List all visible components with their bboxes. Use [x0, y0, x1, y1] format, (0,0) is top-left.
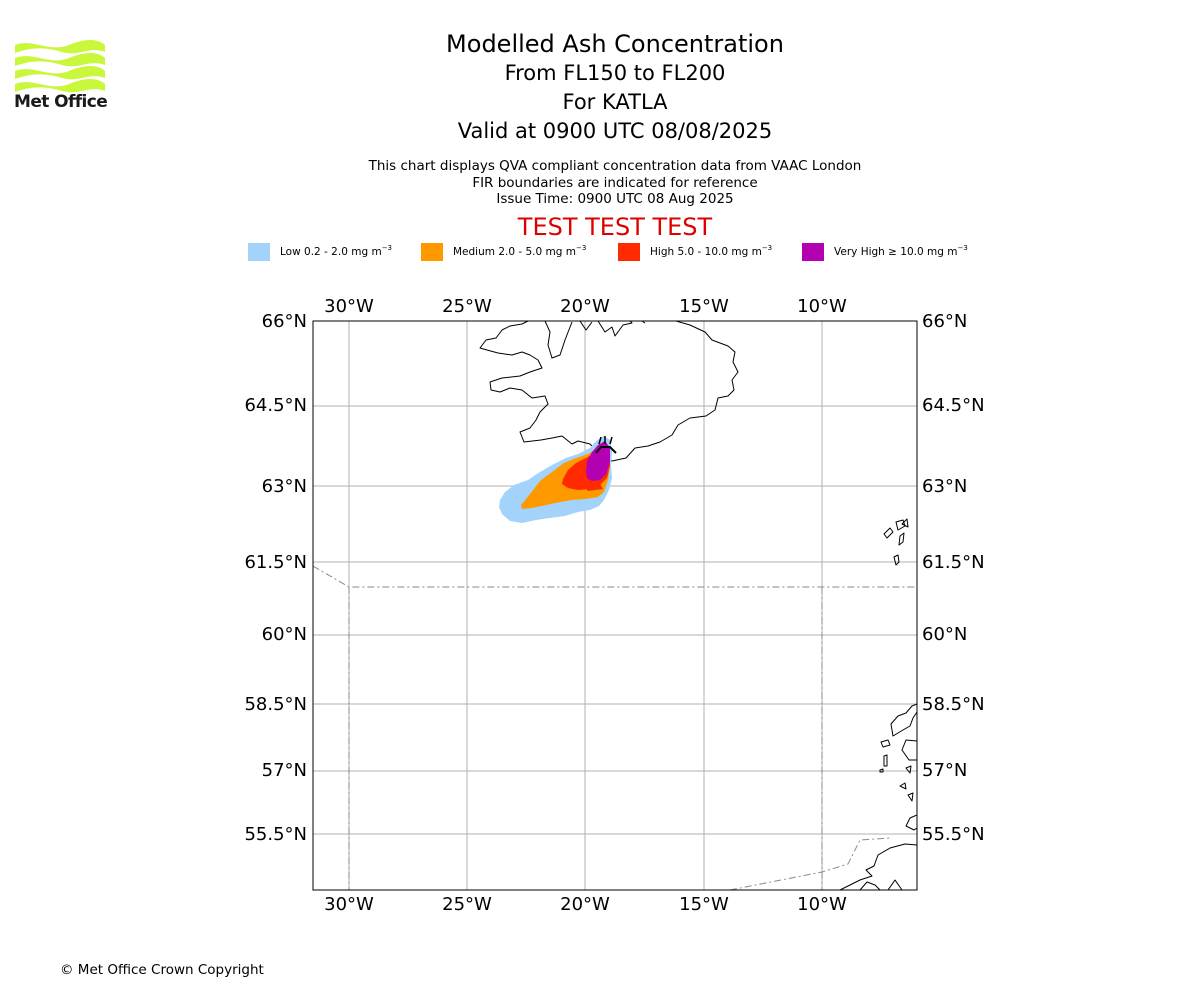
lon-label-bottom-20w: 20°W — [560, 894, 610, 915]
chart-titles: Modelled Ash Concentration From FL150 to… — [315, 30, 915, 146]
legend-swatch-very-high — [802, 243, 824, 261]
faroe-islands-coastline — [883, 518, 909, 566]
legend-exp-high: −3 — [761, 244, 773, 252]
legend-item-high: High 5.0 - 10.0 mg m −3 — [618, 243, 772, 261]
lat-label-left-55-5n: 55.5°N — [244, 824, 307, 845]
legend-exp-very-high: −3 — [957, 244, 968, 252]
legend-label-medium: Medium 2.0 - 5.0 mg m — [453, 246, 576, 258]
lon-label-bottom-10w: 10°W — [797, 894, 847, 915]
lon-label-bottom-30w: 30°W — [324, 894, 374, 915]
legend: Low 0.2 - 2.0 mg m −3 Medium 2.0 - 5.0 mg… — [0, 243, 1200, 265]
note-issue-time: Issue Time: 0900 UTC 08 Aug 2025 — [496, 191, 734, 207]
lat-label-right-55-5n: 55.5°N — [922, 824, 985, 845]
ash-very-high-area — [586, 441, 610, 481]
copyright-notice: © Met Office Crown Copyright — [60, 962, 264, 978]
lat-label-right-61-5n: 61.5°N — [922, 552, 985, 573]
graticule — [313, 321, 917, 890]
lat-label-right-64-5n: 64.5°N — [922, 395, 985, 416]
lat-label-right-57n: 57°N — [922, 760, 967, 781]
legend-exp-low: −3 — [381, 244, 393, 252]
legend-label-low: Low 0.2 - 2.0 mg m — [280, 246, 382, 258]
lat-label-right-66n: 66°N — [922, 311, 967, 332]
iceland-coastline — [479, 321, 739, 462]
note-qva: This chart displays QVA compliant concen… — [368, 158, 862, 174]
lon-label-top-25w: 25°W — [442, 296, 492, 317]
lat-label-left-66n: 66°N — [262, 311, 307, 332]
legend-item-low: Low 0.2 - 2.0 mg m −3 — [248, 243, 392, 261]
legend-item-medium: Medium 2.0 - 5.0 mg m −3 — [421, 243, 586, 261]
legend-swatch-medium — [421, 243, 443, 261]
lat-label-left-64-5n: 64.5°N — [244, 395, 307, 416]
chart-title: Modelled Ash Concentration — [446, 30, 784, 58]
lat-label-left-61-5n: 61.5°N — [244, 552, 307, 573]
legend-swatch-low — [248, 243, 270, 261]
lat-label-left-60n: 60°N — [262, 624, 307, 645]
volcano-name: For KATLA — [562, 90, 668, 114]
legend-label-high: High 5.0 - 10.0 mg m — [650, 246, 762, 258]
lon-label-bottom-25w: 25°W — [442, 894, 492, 915]
lon-label-bottom-15w: 15°W — [679, 894, 729, 915]
lon-label-top-30w: 30°W — [324, 296, 374, 317]
lat-label-right-58-5n: 58.5°N — [922, 694, 985, 715]
coastlines — [479, 321, 917, 890]
legend-label-very-high: Very High ≥ 10.0 mg m — [834, 246, 958, 258]
lat-label-left-58-5n: 58.5°N — [244, 694, 307, 715]
ash-high-strip — [584, 484, 603, 491]
lat-label-right-60n: 60°N — [922, 624, 967, 645]
note-fir: FIR boundaries are indicated for referen… — [472, 174, 758, 191]
map-frame — [312, 320, 918, 891]
scotland-coastline — [839, 703, 917, 890]
ash-plume — [499, 436, 612, 523]
logo-text: Met Office — [14, 92, 108, 112]
legend-item-very-high: Very High ≥ 10.0 mg m −3 — [802, 243, 968, 261]
lon-label-top-20w: 20°W — [560, 296, 610, 317]
lat-label-left-63n: 63°N — [262, 476, 307, 497]
test-banner: TEST TEST TEST — [517, 213, 713, 241]
fir-boundaries — [313, 565, 917, 890]
legend-exp-medium: −3 — [575, 244, 587, 252]
chart-notes: This chart displays QVA compliant concen… — [315, 158, 915, 208]
lon-label-top-10w: 10°W — [797, 296, 847, 317]
legend-swatch-high — [618, 243, 640, 261]
valid-time: Valid at 0900 UTC 08/08/2025 — [457, 119, 773, 143]
met-office-logo-icon — [15, 40, 105, 93]
volcano-icon — [595, 436, 617, 454]
lon-label-top-15w: 15°W — [679, 296, 729, 317]
lat-label-left-57n: 57°N — [262, 760, 307, 781]
lat-label-right-63n: 63°N — [922, 476, 967, 497]
flight-levels: From FL150 to FL200 — [504, 61, 726, 85]
